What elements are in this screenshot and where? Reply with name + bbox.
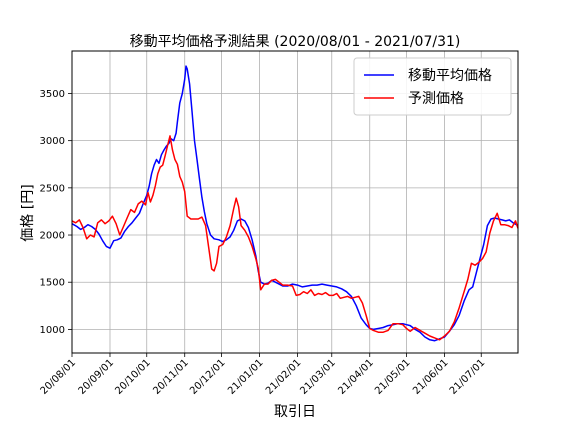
legend-box [353, 57, 512, 116]
y-tick-label: 2000 [40, 231, 65, 242]
y-tick-label: 2500 [40, 183, 65, 194]
series-line-predicted [71, 135, 519, 341]
legend-label-predicted: 予測価格 [408, 91, 464, 107]
y-tick-label: 3000 [40, 136, 65, 147]
y-tick-label: 1500 [40, 278, 65, 289]
y-axis: 1000 1500 2000 2500 3000 3500 [40, 89, 72, 336]
series-layer [71, 65, 519, 342]
y-axis-label: 価格 [円] [20, 184, 36, 241]
y-tick-label: 1000 [40, 325, 65, 336]
legend: 移動平均価格 予測価格 [353, 57, 512, 116]
plot-frame [71, 50, 519, 354]
y-tick-label: 3500 [40, 89, 65, 100]
chart-title: 移動平均価格予測結果 (2020/08/01 - 2021/07/31) [130, 34, 461, 50]
grid [71, 51, 518, 353]
legend-label-moving-average: 移動平均価格 [408, 68, 492, 84]
x-axis-label: 取引日 [274, 404, 316, 420]
